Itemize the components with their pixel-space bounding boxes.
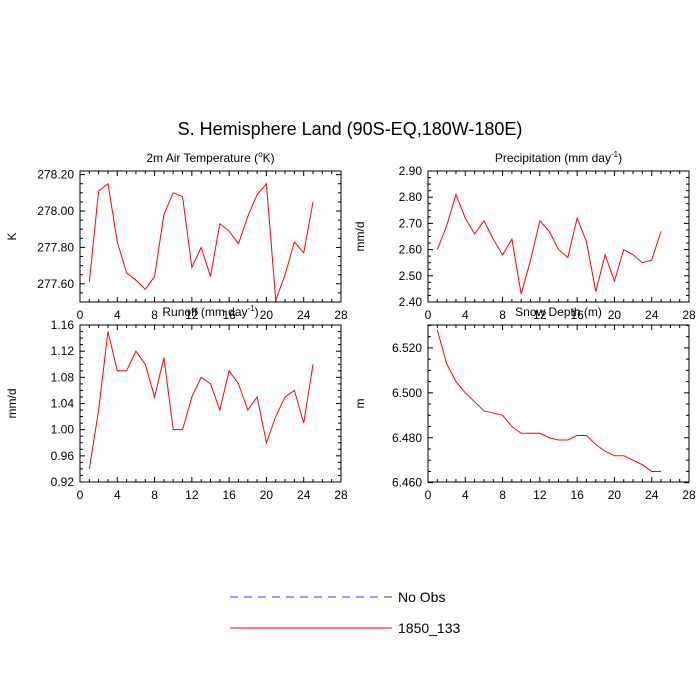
x-tick-label: 20 (260, 308, 274, 322)
y-tick-label: 277.80 (37, 240, 74, 254)
y-axis-label: K (5, 232, 19, 240)
y-tick-label: 0.92 (51, 475, 75, 489)
y-tick-label: 278.20 (37, 168, 74, 182)
x-tick-label: 16 (570, 488, 584, 502)
y-tick-label: 2.50 (399, 269, 423, 283)
x-tick-label: 16 (570, 308, 584, 322)
series-line-1850_133 (436, 193, 662, 295)
y-tick-label: 1.16 (51, 318, 75, 332)
panels: 0 4 8 12 16 20 24 28 277.60 277.80 278.00 278.20 2m … (5, 150, 696, 502)
x-tick-label: 28 (682, 308, 696, 322)
legend-item-obs: No Obs (230, 589, 445, 605)
x-tick-label: 20 (260, 488, 274, 502)
x-tick-label: 12 (185, 308, 199, 322)
legend-label-model: 1850_133 (398, 620, 461, 636)
panel-title-superscript: -1 (611, 150, 619, 159)
y-tick-label: 2.80 (399, 190, 423, 204)
x-tick-label: 24 (297, 308, 311, 322)
panel-title-suffix: ) (255, 305, 259, 319)
y-tick-label: 6.480 (392, 431, 422, 445)
x-tick-label: 20 (608, 308, 622, 322)
x-tick-label: 8 (499, 488, 506, 502)
x-tick-label: 28 (682, 488, 696, 502)
x-tick-label: 28 (334, 308, 348, 322)
series-line-1850_133 (436, 329, 662, 472)
panel-title-superscript: -1 (248, 304, 256, 313)
x-tick-label: 24 (645, 488, 659, 502)
x-tick-label: 12 (185, 488, 199, 502)
panel-title-superscript: o (258, 150, 263, 159)
x-tick-label: 24 (297, 488, 311, 502)
panel-title-suffix: K) (263, 151, 275, 165)
panel-title-text: Snow Depth (m) (515, 305, 602, 319)
x-tick-label: 16 (222, 308, 236, 322)
panel-snow: 0 4 8 12 16 20 24 28 6.460 6.480 6.500 6.520 Snow De… (353, 305, 696, 502)
series-line-1850_133 (88, 182, 314, 301)
x-tick-label: 0 (77, 488, 84, 502)
x-tick-label: 8 (151, 488, 158, 502)
x-tick-label: 0 (77, 308, 84, 322)
x-tick-label: 20 (608, 488, 622, 502)
panel-title-text: 2m Air Temperature ( (146, 151, 258, 165)
y-tick-label: 0.96 (51, 449, 75, 463)
y-tick-label: 1.04 (51, 397, 75, 411)
x-tick-label: 8 (499, 308, 506, 322)
panel-title: Snow Depth (m) (515, 305, 602, 319)
y-tick-label: 2.70 (399, 216, 423, 230)
y-tick-label: 1.12 (51, 344, 75, 358)
x-tick-label: 12 (533, 308, 547, 322)
y-tick-label: 277.60 (37, 277, 74, 291)
panel-title-text: Precipitation (mm day (495, 151, 611, 165)
y-axis-label: mm/d (5, 389, 19, 419)
x-tick-label: 0 (425, 308, 432, 322)
panel-title: Precipitation (mm day-1) (495, 150, 622, 165)
panel-title: 2m Air Temperature (oK) (146, 150, 274, 165)
y-tick-label: 1.08 (51, 370, 75, 384)
x-tick-label: 4 (462, 308, 469, 322)
y-tick-label: 2.60 (399, 243, 423, 257)
y-tick-label: 2.90 (399, 164, 423, 178)
x-tick-label: 16 (222, 488, 236, 502)
y-axis-label: m (353, 399, 367, 409)
x-tick-label: 28 (334, 488, 348, 502)
legend-item-model: 1850_133 (230, 620, 461, 636)
legend-label-obs: No Obs (398, 589, 445, 605)
y-tick-label: 6.520 (392, 341, 422, 355)
panel-precip: 0 4 8 12 16 20 24 28 2.40 2.50 2.60 2.70 2.80 2.90 Pre… (353, 150, 696, 322)
legend: No Obs 1850_133 (230, 589, 461, 636)
panel-title-text: Runoff (mm day (162, 305, 247, 319)
y-tick-label: 2.40 (399, 295, 423, 309)
y-tick-label: 278.00 (37, 204, 74, 218)
x-tick-label: 4 (114, 308, 121, 322)
y-axis-label: mm/d (353, 222, 367, 252)
panel-temp: 0 4 8 12 16 20 24 28 277.60 277.80 278.00 278.20 2m … (5, 150, 348, 322)
x-tick-label: 0 (425, 488, 432, 502)
series-line-1850_133 (88, 331, 314, 469)
x-tick-label: 4 (114, 488, 121, 502)
x-tick-label: 8 (151, 308, 158, 322)
y-tick-label: 6.460 (392, 476, 422, 490)
panel-title: Runoff (mm day-1) (162, 304, 258, 319)
x-tick-label: 24 (645, 308, 659, 322)
panel-runoff: 0 4 8 12 16 20 24 28 0.92 0.96 1.00 1.04 1.08 1.12 1.1… (5, 304, 348, 502)
y-tick-label: 6.500 (392, 386, 422, 400)
x-tick-label: 4 (462, 488, 469, 502)
panel-title-suffix: ) (618, 151, 622, 165)
x-tick-label: 12 (533, 488, 547, 502)
y-tick-label: 1.00 (51, 423, 75, 437)
figure-title: S. Hemisphere Land (90S-EQ,180W-180E) (178, 119, 523, 139)
